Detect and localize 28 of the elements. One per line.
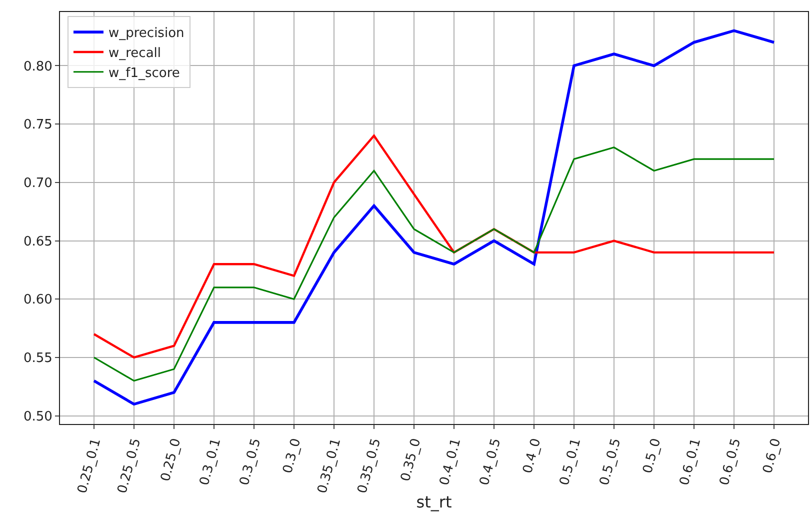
x-tick-label: 0.35_0.5 bbox=[355, 436, 384, 496]
legend-label: w_precision bbox=[108, 26, 184, 42]
y-tick-label: 0.75 bbox=[23, 118, 52, 133]
x-tick-label: 0.5_0 bbox=[640, 436, 664, 476]
y-tick-label: 0.80 bbox=[23, 59, 52, 74]
y-tick-label: 0.50 bbox=[23, 409, 52, 424]
x-tick-label: 0.3_0.5 bbox=[237, 436, 264, 488]
x-tick-label: 0.4_0 bbox=[520, 436, 544, 476]
x-tick-label: 0.5_0.1 bbox=[557, 436, 584, 488]
legend-label: w_recall bbox=[108, 46, 162, 62]
y-tick-label: 0.60 bbox=[23, 292, 52, 308]
x-tick-label: 0.4_0.5 bbox=[477, 436, 504, 488]
x-axis-title: st_rt bbox=[416, 492, 452, 512]
x-tick-label: 0.25_0 bbox=[158, 436, 184, 484]
x-tick-label: 0.3_0.1 bbox=[197, 436, 224, 488]
x-tick-label: 0.25_0.5 bbox=[115, 436, 144, 496]
x-tick-label: 0.5_0.5 bbox=[597, 436, 624, 488]
x-tick-label: 0.6_0.1 bbox=[677, 436, 704, 488]
y-tick-label: 0.55 bbox=[23, 351, 52, 366]
line-series bbox=[92, 29, 776, 406]
x-tick-label: 0.6_0.5 bbox=[717, 436, 744, 488]
legend-label: w_f1_score bbox=[108, 66, 180, 81]
x-tick-label: 0.4_0.1 bbox=[437, 436, 464, 488]
y-tick-label: 0.65 bbox=[23, 234, 52, 250]
x-tick-label: 0.6_0 bbox=[760, 436, 784, 476]
x-tick-label: 0.35_0 bbox=[398, 436, 424, 484]
x-tick-label: 0.3_0 bbox=[280, 436, 304, 476]
y-tick-label: 0.70 bbox=[23, 176, 52, 191]
